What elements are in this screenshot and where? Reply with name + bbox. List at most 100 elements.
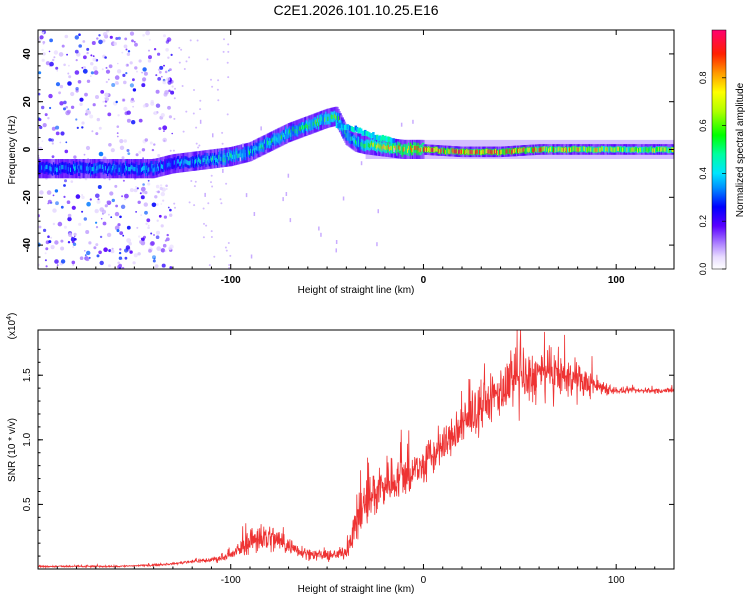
noise-cell (157, 52, 161, 56)
noise-cell (108, 178, 111, 181)
ridge-branch-cell (384, 135, 387, 141)
noise-cell (91, 130, 94, 133)
noise-cell (65, 141, 68, 144)
y-tick-label: 20 (22, 96, 33, 108)
colorbar-tick-label: 0.8 (698, 72, 708, 85)
noise-cell (342, 196, 345, 201)
noise-cell (212, 133, 214, 138)
noise-cell (60, 259, 66, 264)
noise-cell (91, 41, 96, 45)
snr-series-line (38, 330, 674, 569)
noise-cell (400, 122, 403, 127)
noise-cell (42, 123, 47, 128)
noise-cell (67, 72, 70, 75)
noise-cell (171, 85, 174, 88)
noise-cell (60, 239, 64, 243)
noise-cell (128, 242, 132, 246)
noise-cell (166, 77, 171, 82)
chart-title: C2E1.2026.101.10.25.E16 (273, 2, 438, 18)
noise-cell (216, 88, 219, 91)
ridge-branch-cell (377, 136, 380, 142)
ridge-branch-cell (342, 123, 345, 129)
noise-cell (67, 241, 71, 244)
noise-cell (42, 41, 46, 44)
noise-cell (86, 201, 91, 207)
noise-cell (210, 174, 213, 177)
noise-cell (70, 105, 75, 110)
noise-cell (147, 182, 151, 186)
noise-cell (170, 53, 173, 57)
noise-cell (79, 256, 84, 261)
ridge-branch-cell (345, 124, 348, 130)
noise-cell (169, 149, 172, 152)
noise-cell (162, 80, 167, 85)
noise-cell (108, 264, 111, 268)
ridge-branch-cell (364, 129, 367, 135)
noise-cell (72, 246, 75, 248)
noise-cell (153, 257, 156, 260)
y-tick-label: -40 (22, 237, 33, 252)
noise-cell (217, 79, 220, 82)
noise-cell (39, 190, 44, 195)
noise-cell (117, 223, 121, 227)
noise-cell (164, 239, 167, 242)
x-tick-label: 0 (421, 275, 427, 286)
noise-cell (97, 185, 102, 189)
noise-cell (163, 64, 165, 67)
ridge-branch-cell (373, 134, 376, 140)
noise-cell (121, 156, 125, 160)
noise-cell (99, 207, 104, 212)
noise-cell (197, 146, 200, 149)
noise-cell (60, 205, 64, 209)
noise-cell (92, 57, 97, 62)
noise-cell (124, 193, 129, 199)
noise-cell (68, 64, 70, 67)
noise-cell (121, 266, 125, 269)
noise-cell (71, 240, 75, 244)
noise-cell (88, 256, 91, 259)
noise-cell (84, 250, 86, 252)
noise-cell (108, 213, 110, 216)
noise-cell (54, 240, 59, 245)
snr-panel: -100 0 100 0.5 1.0 1.5 Height of straight lin… (6, 313, 675, 595)
noise-cell (56, 70, 59, 72)
noise-cell (193, 185, 196, 188)
noise-cell (335, 248, 337, 253)
noise-cell (39, 125, 43, 130)
noise-cell (149, 141, 153, 145)
snr-plot-area (38, 330, 674, 569)
noise-cell (131, 39, 134, 43)
noise-cell (94, 209, 98, 213)
snr-y-axis-label: SNR (10 * v/v) (7, 418, 18, 482)
noise-cell (145, 30, 151, 36)
noise-cell (159, 184, 163, 187)
noise-cell (89, 198, 92, 201)
noise-cell (106, 232, 112, 238)
noise-cell (111, 198, 116, 203)
noise-cell (208, 264, 211, 267)
ridge-branch-cell (353, 127, 356, 133)
noise-cell (48, 240, 52, 244)
noise-cell (178, 46, 181, 49)
noise-cell (335, 240, 338, 244)
noise-cell (98, 126, 102, 130)
noise-cell (38, 225, 42, 229)
noise-cell (60, 131, 65, 136)
noise-cell (172, 149, 175, 152)
noise-cell (119, 231, 124, 236)
noise-cell (119, 248, 122, 251)
noise-cell (114, 75, 120, 80)
noise-cell (146, 218, 151, 223)
colorbar-tick-label: 0.2 (698, 215, 708, 228)
noise-cell (151, 202, 157, 208)
noise-cell (173, 97, 176, 100)
noise-cell (160, 113, 165, 118)
noise-cell (66, 200, 71, 204)
noise-cell (67, 81, 72, 86)
noise-cell (63, 63, 66, 67)
noise-cell (210, 181, 212, 184)
noise-cell (173, 117, 176, 120)
noise-cell (198, 144, 201, 147)
noise-cell (116, 229, 120, 233)
noise-cell (52, 194, 55, 197)
